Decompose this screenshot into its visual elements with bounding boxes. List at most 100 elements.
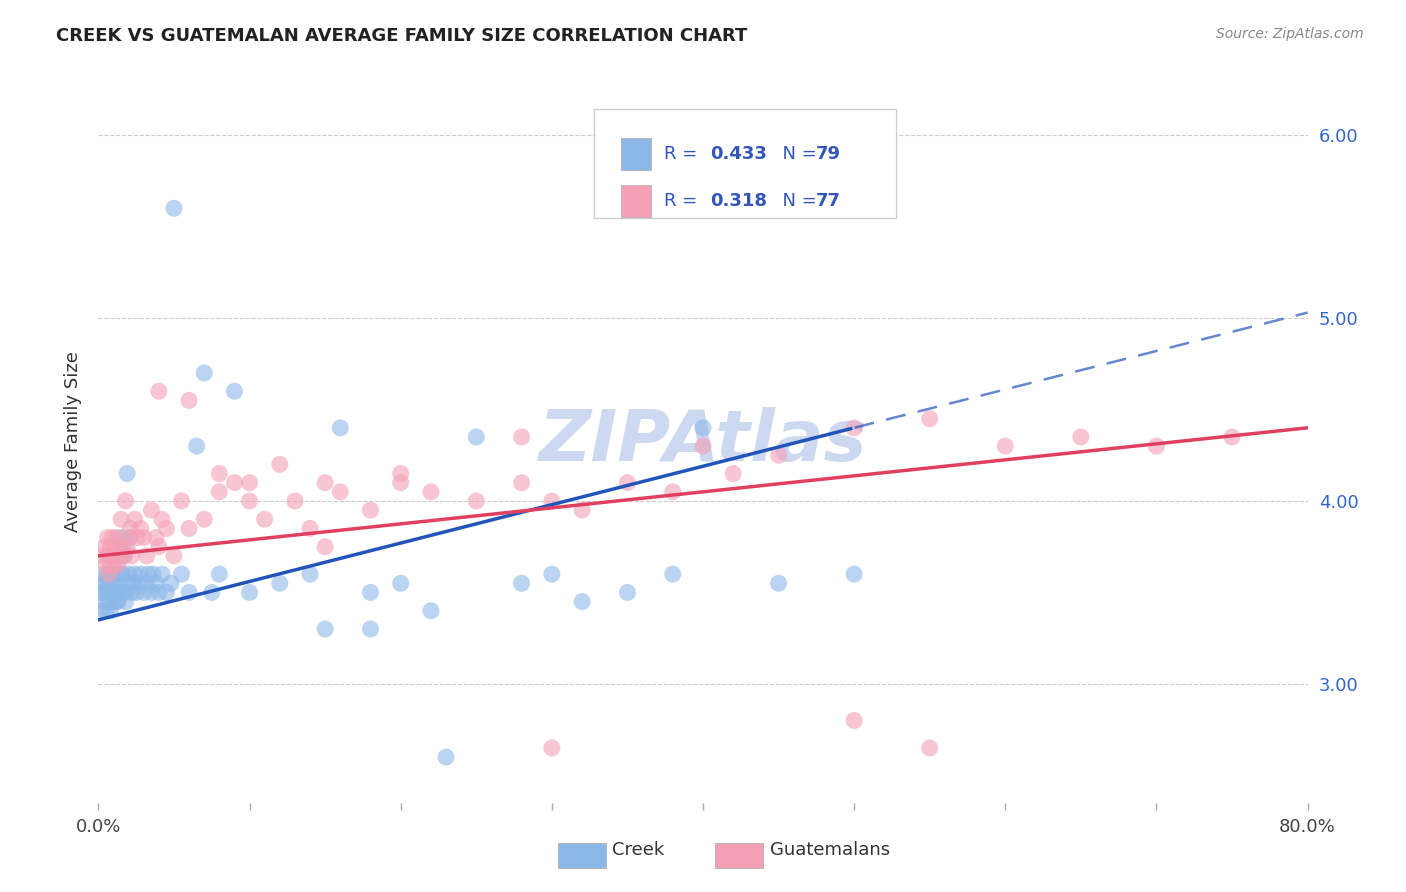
Point [844, 421, 866, 435]
Point [160, 576, 183, 591]
Point [132, 585, 155, 599]
Point [918, 411, 941, 425]
Point [135, 549, 157, 563]
Point [110, 567, 132, 582]
Point [661, 567, 683, 582]
Point [918, 740, 941, 755]
Point [129, 567, 152, 582]
Point [112, 549, 135, 563]
Point [125, 585, 148, 599]
Bar [716, 843, 763, 868]
Point [98, 594, 121, 608]
Point [148, 540, 170, 554]
Point [314, 622, 336, 636]
Point [93, 594, 115, 608]
Point [692, 439, 714, 453]
Point [100, 576, 122, 591]
Point [1220, 430, 1243, 444]
Point [768, 448, 790, 462]
Point [101, 585, 124, 599]
Point [314, 475, 336, 490]
Point [103, 594, 125, 608]
Point [94, 604, 117, 618]
Point [239, 585, 262, 599]
Point [101, 549, 124, 563]
Point [91, 567, 114, 582]
Point [360, 503, 382, 517]
Text: 77: 77 [815, 192, 841, 210]
Point [540, 494, 562, 508]
Point [389, 467, 412, 481]
Point [389, 475, 412, 490]
Point [103, 585, 125, 599]
Point [127, 531, 149, 545]
Point [389, 576, 412, 591]
Point [540, 740, 562, 755]
Bar [558, 843, 606, 868]
Y-axis label: Average Family Size: Average Family Size [63, 351, 82, 532]
Point [100, 604, 122, 618]
Point [1144, 439, 1167, 453]
Point [145, 531, 167, 545]
Point [114, 585, 136, 599]
Point [155, 585, 177, 599]
Point [122, 576, 145, 591]
Point [124, 567, 146, 582]
Text: 0.318: 0.318 [710, 192, 768, 210]
Point [115, 540, 138, 554]
Point [124, 512, 146, 526]
Point [108, 576, 131, 591]
Point [239, 494, 262, 508]
Point [510, 430, 533, 444]
Point [105, 531, 128, 545]
Point [105, 585, 128, 599]
Point [96, 567, 118, 582]
Point [110, 512, 132, 526]
Point [994, 439, 1017, 453]
Point [299, 567, 322, 582]
Point [107, 549, 129, 563]
Point [193, 512, 215, 526]
Point [329, 421, 352, 435]
Text: Creek: Creek [613, 841, 665, 859]
Point [107, 567, 129, 582]
Point [96, 531, 118, 545]
Point [98, 585, 121, 599]
Point [510, 475, 533, 490]
Point [135, 576, 157, 591]
Point [94, 558, 117, 572]
Text: 0.433: 0.433 [710, 145, 768, 163]
Point [98, 567, 121, 582]
Point [434, 750, 457, 764]
Point [692, 421, 714, 435]
Point [844, 714, 866, 728]
Point [269, 576, 291, 591]
Point [571, 503, 593, 517]
Point [179, 585, 201, 599]
Point [121, 549, 143, 563]
Point [103, 540, 125, 554]
Point [163, 549, 186, 563]
Point [93, 585, 115, 599]
Point [253, 512, 276, 526]
Point [136, 567, 159, 582]
Point [540, 567, 562, 582]
Point [208, 567, 231, 582]
Point [465, 494, 488, 508]
Point [121, 585, 143, 599]
Point [115, 467, 138, 481]
Point [104, 576, 127, 591]
Point [100, 540, 122, 554]
Text: N =: N = [770, 192, 823, 210]
Point [100, 558, 122, 572]
Point [269, 458, 291, 472]
Point [145, 576, 167, 591]
Text: R =: R = [664, 192, 703, 210]
Point [118, 531, 141, 545]
Point [128, 576, 150, 591]
Point [108, 585, 131, 599]
Point [150, 567, 173, 582]
Point [103, 558, 125, 572]
Text: 79: 79 [815, 145, 841, 163]
Point [420, 604, 443, 618]
